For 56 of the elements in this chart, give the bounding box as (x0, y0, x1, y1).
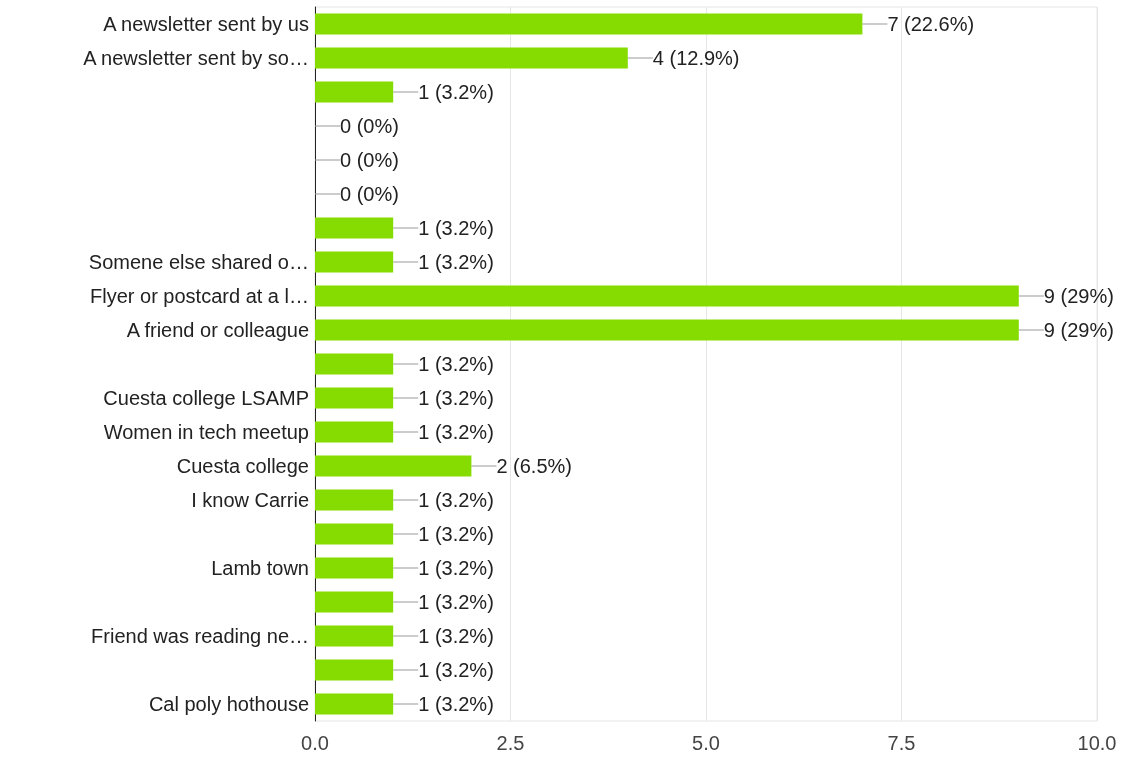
bar (315, 489, 394, 511)
data-label: 9 (29%) (1043, 285, 1114, 307)
bar (315, 81, 394, 103)
bar (315, 557, 394, 579)
y-tick-label: A friend or colleague (126, 319, 309, 341)
data-label: 1 (3.2%) (418, 557, 494, 579)
bar (315, 523, 394, 545)
y-tick-label: Flyer or postcard at a l… (90, 285, 309, 307)
data-label: 1 (3.2%) (418, 387, 494, 409)
y-tick-label: Cuesta college LSAMP (103, 387, 309, 409)
x-tick-label: 5.0 (692, 732, 720, 754)
data-label: 1 (3.2%) (418, 659, 494, 681)
y-tick-label: A newsletter sent by us (103, 13, 309, 35)
y-tick-label: A newsletter sent by so… (83, 47, 309, 69)
data-label: 0 (0%) (340, 183, 399, 205)
data-label: 1 (3.2%) (418, 489, 494, 511)
y-tick-label: Somene else shared o… (88, 251, 309, 273)
x-tick-label: 0.0 (301, 732, 329, 754)
bar (315, 591, 394, 613)
bar (315, 421, 394, 443)
bar (315, 387, 394, 409)
x-tick-label: 10.0 (1077, 732, 1117, 754)
data-label: 2 (6.5%) (496, 455, 572, 477)
y-tick-label: Women in tech meetup (103, 421, 309, 443)
bar (315, 693, 394, 715)
data-label: 1 (3.2%) (418, 421, 494, 443)
bar (315, 353, 394, 375)
bar (315, 625, 394, 647)
y-tick-label: Friend was reading ne… (91, 625, 309, 647)
x-tick-label: 2.5 (496, 732, 525, 754)
bar (315, 251, 394, 273)
bar (315, 455, 472, 477)
y-tick-label: Lamb town (211, 557, 309, 579)
data-label: 1 (3.2%) (418, 251, 494, 273)
bar (315, 659, 394, 681)
data-label: 7 (22.6%) (887, 13, 975, 35)
bar (315, 47, 628, 69)
data-label: 4 (12.9%) (652, 47, 740, 69)
data-label: 1 (3.2%) (418, 693, 494, 715)
data-label: 1 (3.2%) (418, 353, 494, 375)
bar (315, 319, 1019, 341)
bar (315, 217, 394, 239)
data-label: 1 (3.2%) (418, 591, 494, 613)
data-label: 1 (3.2%) (418, 625, 494, 647)
data-label: 0 (0%) (340, 115, 399, 137)
y-tick-label: Cal poly hothouse (148, 693, 309, 715)
data-label: 0 (0%) (340, 149, 399, 171)
y-tick-label: I know Carrie (191, 489, 309, 511)
data-label: 1 (3.2%) (418, 81, 494, 103)
data-label: 1 (3.2%) (418, 217, 494, 239)
bar (315, 13, 863, 35)
data-label: 1 (3.2%) (418, 523, 494, 545)
bar (315, 285, 1019, 307)
x-tick-label: 7.5 (887, 732, 916, 754)
y-tick-label: Cuesta college (176, 455, 309, 477)
data-label: 9 (29%) (1043, 319, 1114, 341)
